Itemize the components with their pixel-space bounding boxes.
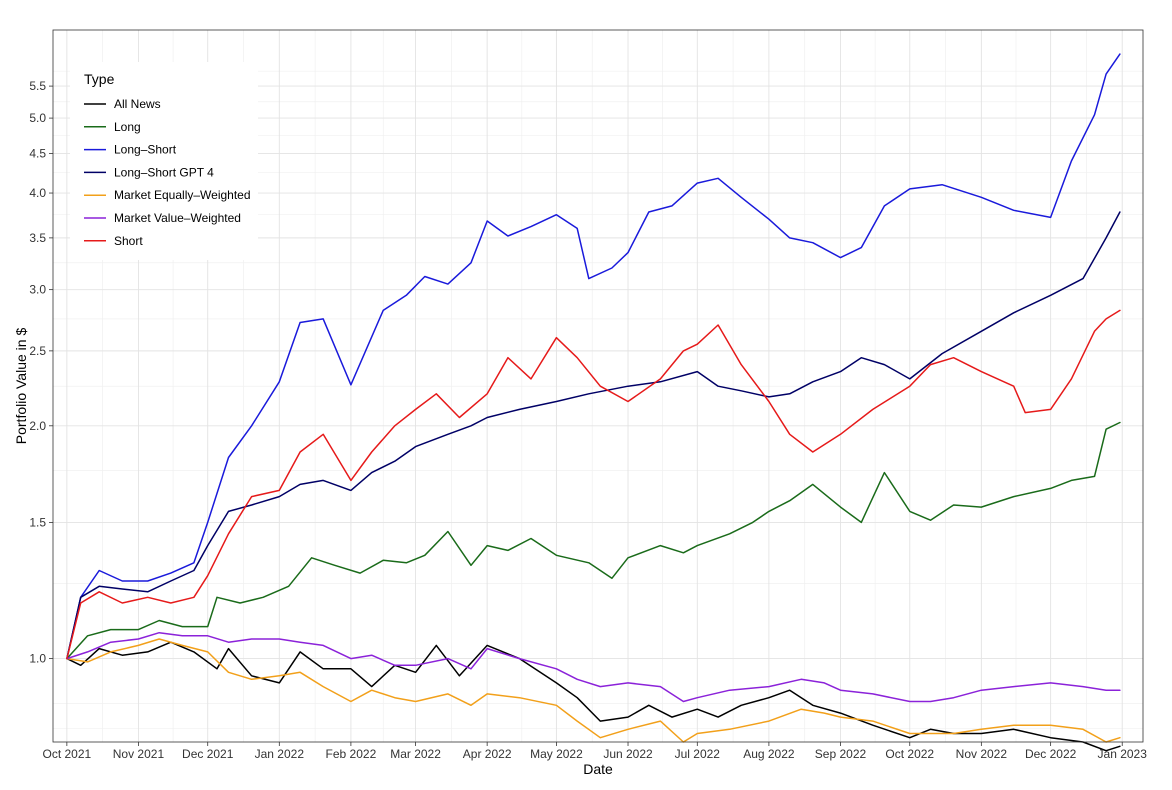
x-tick-label: Dec 2021 bbox=[182, 747, 234, 761]
x-tick-label: Feb 2022 bbox=[326, 747, 377, 761]
series-line-1 bbox=[66, 421, 1121, 660]
x-tick-label: Oct 2021 bbox=[43, 747, 92, 761]
series-line-4 bbox=[66, 638, 1121, 743]
grid-major bbox=[53, 30, 1143, 742]
x-tick-label: Oct 2022 bbox=[885, 747, 934, 761]
y-tick-label: 3.5 bbox=[29, 231, 46, 245]
y-tick-label: 1.0 bbox=[29, 652, 46, 666]
series-line-3 bbox=[66, 211, 1121, 660]
x-tick-label: Sep 2022 bbox=[815, 747, 867, 761]
y-axis-title: Portfolio Value in $ bbox=[13, 328, 29, 445]
x-tick-label: Mar 2022 bbox=[390, 747, 441, 761]
x-axis-title: Date bbox=[583, 761, 613, 777]
y-tick-label: 4.5 bbox=[29, 146, 46, 160]
x-tick-label: Apr 2022 bbox=[463, 747, 512, 761]
legend-title: Type bbox=[84, 71, 115, 87]
y-axis: 1.0 1.5 2.0 2.5 3.0 3.5 4.0 4.5 5.0 5.5 bbox=[29, 79, 53, 666]
y-tick-label: 4.0 bbox=[29, 186, 46, 200]
y-tick-label: 2.0 bbox=[29, 419, 46, 433]
series-line-0 bbox=[66, 641, 1121, 752]
legend-label-0: All News bbox=[114, 97, 161, 111]
legend-label-2: Long–Short bbox=[114, 143, 177, 157]
x-axis: Oct 2021 Nov 2021 Dec 2021 Jan 2022 Feb 2022… bbox=[43, 742, 1148, 761]
legend-label-6: Short bbox=[114, 234, 143, 248]
y-tick-label: 5.5 bbox=[29, 79, 46, 93]
series-line-6 bbox=[66, 309, 1121, 660]
x-tick-label: Jun 2022 bbox=[603, 747, 653, 761]
y-tick-label: 1.5 bbox=[29, 515, 46, 529]
x-tick-label: Jan 2023 bbox=[1098, 747, 1148, 761]
series-line-2 bbox=[66, 53, 1121, 660]
x-tick-label: Jul 2022 bbox=[675, 747, 721, 761]
series-line-5 bbox=[66, 631, 1121, 703]
series-layer bbox=[66, 53, 1121, 752]
legend-background bbox=[70, 62, 258, 260]
panel-border bbox=[52, 29, 1144, 743]
x-tick-label: Aug 2022 bbox=[743, 747, 795, 761]
legend-label-3: Long–Short GPT 4 bbox=[114, 165, 214, 179]
y-tick-label: 3.0 bbox=[29, 283, 46, 297]
legend-label-1: Long bbox=[114, 120, 141, 134]
legend-label-4: Market Equally–Weighted bbox=[114, 188, 251, 202]
x-tick-label: Nov 2022 bbox=[956, 747, 1008, 761]
x-tick-label: Nov 2021 bbox=[113, 747, 165, 761]
legend-label-5: Market Value–Weighted bbox=[114, 211, 241, 225]
x-tick-label: Jan 2022 bbox=[255, 747, 305, 761]
legend: Type All News Long Long–Short Long–Short GP… bbox=[70, 62, 258, 260]
y-tick-label: 2.5 bbox=[29, 344, 46, 358]
y-tick-label: 5.0 bbox=[29, 111, 46, 125]
x-tick-label: Dec 2022 bbox=[1025, 747, 1077, 761]
x-tick-label: May 2022 bbox=[530, 747, 583, 761]
